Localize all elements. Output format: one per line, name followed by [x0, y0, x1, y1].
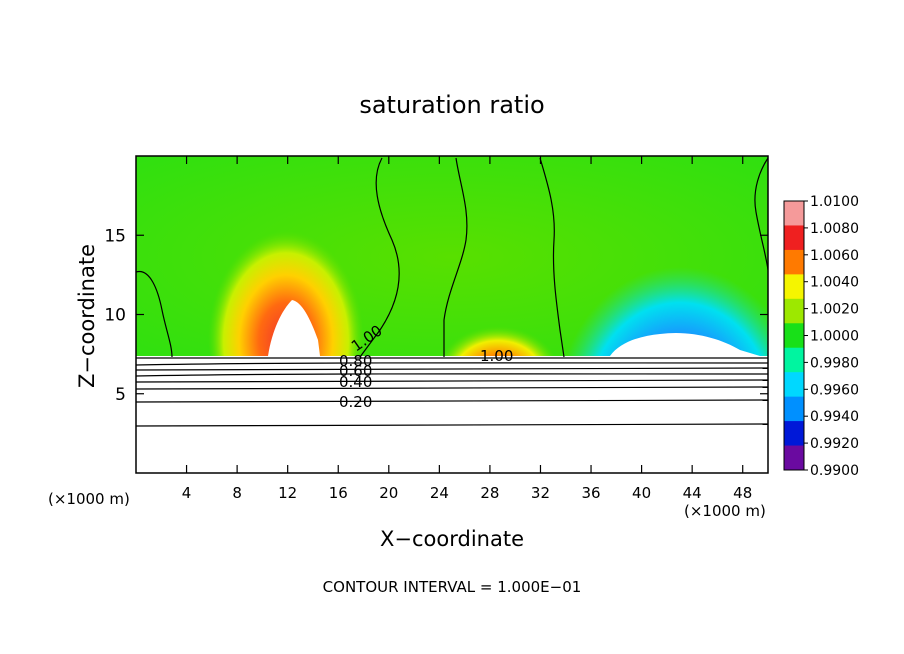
contour-line: [443, 157, 468, 357]
x-tick-label: 24: [430, 484, 449, 502]
colorbar-label: 1.0000: [810, 329, 859, 345]
contour-label: 0.60: [339, 362, 372, 380]
contour-interval-note: CONTOUR INTERVAL = 1.000E−01: [323, 578, 582, 596]
colorbar-swatch: [784, 396, 804, 422]
contour-line: [136, 386, 768, 390]
x-unit-left: (×1000 m): [48, 490, 130, 508]
colorbar-swatch: [784, 347, 804, 373]
x-tick-label: 12: [278, 484, 297, 502]
contour-line: [754, 157, 768, 271]
colorbar-label: 1.0080: [810, 221, 859, 237]
y-tick-label: 5: [115, 385, 126, 405]
colorbar-swatch: [784, 274, 804, 300]
colorbar-label: 1.0100: [810, 194, 859, 210]
contour-line: [136, 399, 768, 403]
contour-label: 1.00: [480, 347, 513, 365]
lower-domain: [136, 356, 768, 473]
contour-lines: [136, 157, 768, 427]
x-tick-label: 28: [480, 484, 499, 502]
colorbar-swatch: [784, 323, 804, 349]
x-tick-label: 4: [182, 484, 192, 502]
colorbar-label: 0.9900: [810, 463, 859, 479]
colorbar-label: 0.9960: [810, 382, 859, 398]
x-unit-right: (×1000 m): [684, 502, 766, 520]
colorbar-label: 1.0060: [810, 248, 859, 264]
x-tick-label: 36: [581, 484, 600, 502]
x-tick-label: 44: [683, 484, 702, 502]
y-axis-title: Z−coordinate: [75, 244, 99, 388]
x-tick-label: 20: [379, 484, 398, 502]
chart-title: saturation ratio: [359, 91, 544, 119]
contour-line: [136, 423, 768, 427]
x-tick-label: 48: [733, 484, 752, 502]
contour-label: 0.40: [339, 373, 372, 391]
x-tick-label: 8: [232, 484, 242, 502]
y-axis: 5 10 15: [104, 226, 768, 405]
saturated-region-left: [268, 300, 320, 356]
x-axis-title: X−coordinate: [380, 527, 524, 551]
colorbar-label: 0.9920: [810, 436, 859, 452]
colorbar-label: 1.0040: [810, 275, 859, 291]
contour-line: [136, 362, 768, 366]
colorbar-swatch: [784, 298, 804, 324]
contour-line: [136, 271, 173, 358]
contour-line: [136, 373, 768, 377]
x-tick-label: 40: [632, 484, 651, 502]
contour-line: [539, 157, 565, 358]
colorbar-swatch: [784, 249, 804, 275]
x-tick-label: 32: [531, 484, 550, 502]
contour-label: 0.80: [339, 352, 372, 370]
contour-line: [136, 367, 768, 371]
colorbar-swatch: [784, 372, 804, 398]
colorbar-label: 0.9980: [810, 355, 859, 371]
x-axis: 4 8 12 16 20 24 28 32 36 40 44 48: [182, 156, 752, 502]
heatmap-field: [136, 156, 768, 473]
y-tick-label: 15: [104, 226, 126, 246]
y-tick-label: 10: [104, 306, 126, 326]
colorbar-label: 1.0020: [810, 302, 859, 318]
saturated-region-right: [610, 332, 760, 356]
colorbar-swatch: [784, 225, 804, 251]
contour-label: 0.20: [339, 393, 372, 411]
colorbar: 1.0100 1.0080 1.0060 1.0040 1.0020 1.0000 0.99…: [783, 194, 859, 479]
x-tick-label: 16: [329, 484, 348, 502]
colorbar-swatch: [784, 421, 804, 447]
colorbar-swatch: [784, 201, 804, 226]
colorbar-label: 0.9940: [810, 409, 859, 425]
contour-line: [359, 157, 400, 358]
colorbar-swatch: [784, 445, 804, 471]
